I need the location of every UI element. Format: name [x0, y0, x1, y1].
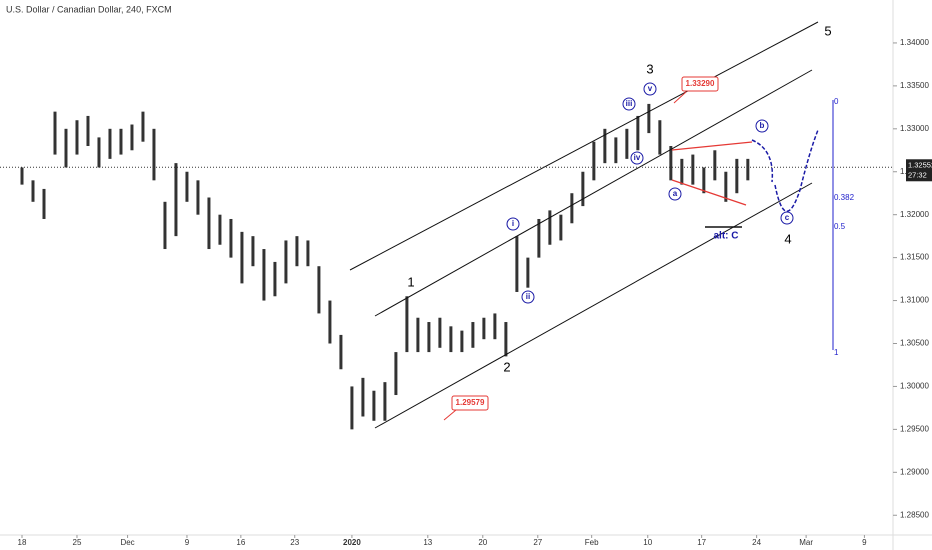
y-tick-label: 1.32000: [900, 210, 929, 219]
wave-label: ii: [526, 292, 530, 301]
fib-label: 0.5: [834, 222, 846, 231]
y-tick-label: 1.28500: [900, 510, 929, 519]
x-tick-label: 9: [185, 538, 190, 547]
projection-arrow: [774, 129, 819, 212]
x-tick-label: 25: [73, 538, 82, 547]
price-tag: [681, 76, 719, 92]
projection-arrow: [751, 139, 774, 183]
wave-label: 2: [503, 359, 510, 374]
wave-label: iii: [626, 99, 633, 108]
y-tick-label: 1.31000: [900, 296, 929, 305]
circle: [506, 217, 520, 231]
y-tick-label: 1.34000: [900, 38, 929, 47]
circle: [668, 187, 682, 201]
x-tick-label: 17: [697, 538, 706, 547]
fib-label: 1: [834, 348, 839, 357]
triangle-line: [671, 179, 747, 206]
wave-label: i: [512, 219, 514, 228]
y-tick-label: 1.31500: [900, 253, 929, 262]
fib-label: 0.382: [834, 193, 855, 202]
y-tick-label: 1.33000: [900, 124, 929, 133]
wave-label: 5: [824, 23, 831, 38]
last-price-box: [906, 159, 932, 182]
circle: [622, 97, 636, 111]
x-tick-label: 13: [423, 538, 432, 547]
circle: [780, 211, 794, 225]
wave-label: a: [673, 189, 678, 198]
circle: [643, 82, 657, 96]
alt-label: alt: C: [714, 231, 739, 242]
x-tick-label: Mar: [799, 538, 813, 547]
tag-pointer: [673, 91, 687, 104]
tag-pointer: [443, 409, 457, 421]
wave-label: iv: [634, 153, 641, 162]
wave-label: c: [785, 213, 790, 222]
price-tag: [451, 395, 489, 411]
x-tick-label: Feb: [585, 538, 599, 547]
y-tick-label: 1.29000: [900, 467, 929, 476]
price-tag-label: 1.29579: [456, 398, 485, 407]
x-tick-label: 18: [18, 538, 27, 547]
y-tick-label: 1.30500: [900, 339, 929, 348]
x-tick-label: 24: [752, 538, 761, 547]
wave-label: 1: [407, 274, 414, 289]
x-tick-label: 20: [478, 538, 487, 547]
channel-line: [349, 21, 819, 271]
channel-line: [374, 69, 813, 317]
x-tick-label: 16: [236, 538, 245, 547]
x-tick-label: Dec: [120, 538, 134, 547]
wave-label: v: [648, 84, 653, 93]
wave-label: 3: [646, 61, 653, 76]
triangle-line: [671, 141, 753, 151]
fib-label: 0: [834, 97, 839, 106]
x-tick-label: 27: [533, 538, 542, 547]
x-tick-label: 2020: [343, 538, 361, 547]
circle: [521, 290, 535, 304]
chart-title: U.S. Dollar / Canadian Dollar, 240, FXCM: [6, 4, 172, 14]
price-tag-label: 1.33290: [686, 79, 715, 88]
circle: [630, 151, 644, 165]
countdown: 27:32: [908, 170, 927, 179]
x-tick-label: 23: [290, 538, 299, 547]
circle: [755, 119, 769, 133]
y-tick-label: 1.30000: [900, 382, 929, 391]
wave-label: 4: [784, 231, 791, 246]
plot: [20, 103, 750, 430]
y-tick-label: 1.33500: [900, 81, 929, 90]
x-tick-label: 9: [862, 538, 867, 547]
wave-label: b: [760, 121, 765, 130]
circled-labels: [506, 82, 794, 304]
x-tick-label: 10: [643, 538, 652, 547]
y-tick-label: 1.29500: [900, 424, 929, 433]
channel-line: [374, 182, 813, 429]
